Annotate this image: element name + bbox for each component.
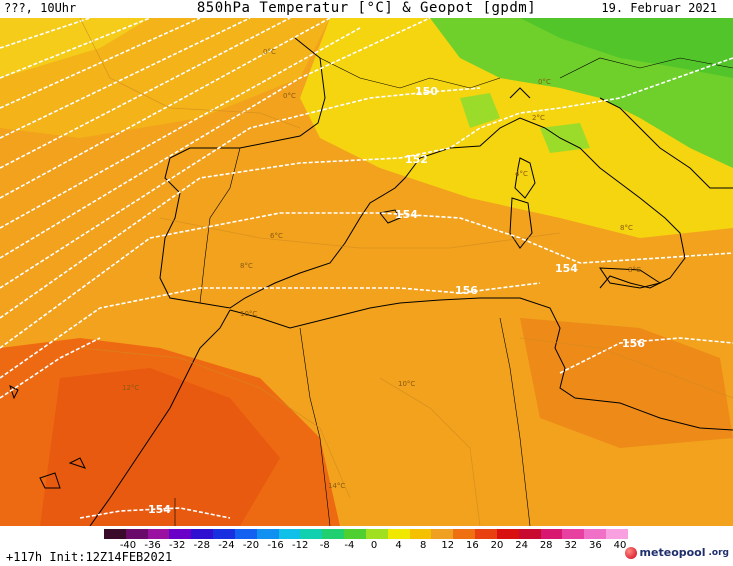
temperature-isolines <box>79 18 733 526</box>
colorbar-tick: -4 <box>344 540 355 551</box>
colorbar-swatch <box>234 529 257 539</box>
colorbar-swatch <box>409 529 432 539</box>
temp-label: 0°C <box>263 48 276 56</box>
geopot-label: 156 <box>622 337 645 350</box>
colorbar-tick: -28 <box>193 540 210 551</box>
colorbar-tick: -16 <box>267 540 284 551</box>
colorbar-swatch <box>322 529 345 539</box>
temp-label: 14°C <box>328 482 345 490</box>
colorbar-ticks: -40 -36 -32 -28 -24 -20 -16 -12 -8 -4 0 4 8 12 16 20 24 2… <box>0 540 733 552</box>
map-svg: 150 152 154 154 156 156 154 0°C 0°C 6°C … <box>0 18 733 526</box>
header-bar: ???, 10Uhr 850hPa Temperatur [°C] & Geop… <box>0 0 733 18</box>
colorbar-tick: 0 <box>370 540 378 551</box>
colorbar-swatch <box>278 529 301 539</box>
colorbar-tick: -20 <box>242 540 260 551</box>
map-title: 850hPa Temperatur [°C] & Geopot [gpdm] <box>196 0 537 16</box>
temp-label: 0°C <box>538 78 551 86</box>
colorbar-tick: -24 <box>218 540 235 551</box>
colorbar-swatch <box>169 529 192 539</box>
colorbar-tick: 32 <box>564 540 578 551</box>
date-label: 19. Februar 2021 <box>601 1 717 15</box>
temp-label: 6°C <box>270 232 283 240</box>
colorbar-swatch <box>496 529 519 539</box>
geopot-label: 154 <box>555 262 578 275</box>
colorbar-swatch <box>256 529 279 539</box>
brand-icon <box>624 546 637 559</box>
country-borders <box>174 57 733 526</box>
colorbar-swatch <box>475 529 497 539</box>
colorbar-tick: 40 <box>613 540 627 551</box>
colorbar-tick: 8 <box>420 540 427 551</box>
colorbar <box>104 529 628 539</box>
hot-zone-core <box>40 368 280 526</box>
geopot-label: 154 <box>148 503 171 516</box>
weather-map: 150 152 154 154 156 156 154 0°C 0°C 6°C … <box>0 18 733 526</box>
colorbar-tick: 24 <box>515 540 528 551</box>
colorbar-tick: -32 <box>169 540 186 551</box>
geopot-label: 156 <box>455 284 478 297</box>
geopot-label: 150 <box>415 85 438 98</box>
colorbar-tick: 20 <box>490 540 504 551</box>
colorbar-tick: 28 <box>539 540 553 551</box>
green-patch-2 <box>540 123 590 153</box>
temp-label: 10°C <box>398 380 415 388</box>
init-label: +117h Init:12Z14FEB2021 <box>6 550 173 564</box>
colorbar-swatch <box>453 529 476 539</box>
temp-label: 8°C <box>620 224 633 232</box>
colorbar-swatch <box>213 529 235 539</box>
brand-name: meteopool <box>639 546 706 559</box>
temp-label: 4°C <box>515 170 528 178</box>
temp-label: 10°C <box>240 310 257 318</box>
temp-label: 8°C <box>240 262 253 270</box>
colorbar-swatch <box>540 529 563 539</box>
colorbar-swatch <box>147 529 170 539</box>
geopot-label: 154 <box>395 208 418 221</box>
colorbar-tick: -8 <box>319 540 330 551</box>
colorbar-tick: 4 <box>395 540 402 551</box>
colorbar-swatch <box>344 529 366 539</box>
colorbar-swatch <box>518 529 541 539</box>
colorbar-tick: 16 <box>466 540 479 551</box>
colorbar-swatch <box>300 529 323 539</box>
geopot-label: 152 <box>405 153 428 166</box>
brand-tld: .org <box>708 547 729 558</box>
temp-label: 2°C <box>532 114 545 122</box>
colorbar-swatch <box>387 529 410 539</box>
warm-zone-east <box>520 318 733 448</box>
colorbar-tick: -36 <box>144 540 161 551</box>
temp-label: 0°C <box>283 92 296 100</box>
temp-label: 8°C <box>628 266 641 274</box>
colorbar-swatch <box>584 529 607 539</box>
green-patch <box>460 93 500 128</box>
colorbar-tick: -40 <box>119 540 137 551</box>
colorbar-tick: -12 <box>292 540 309 551</box>
colorbar-swatch <box>562 529 585 539</box>
green-zone-dark <box>520 18 733 78</box>
run-label: ???, 10Uhr <box>4 1 77 15</box>
colorbar-swatch <box>191 529 214 539</box>
geopotential-isolines <box>0 18 733 519</box>
colorbar-swatch <box>365 529 388 539</box>
colorbar-swatch <box>104 529 126 539</box>
brand-logo[interactable]: meteopool .org <box>624 546 729 559</box>
temp-label: 12°C <box>122 384 139 392</box>
colorbar-tick: 36 <box>589 540 602 551</box>
colorbar-tick: 12 <box>441 540 455 551</box>
colorbar-swatch <box>125 529 148 539</box>
colorbar-swatch <box>431 529 454 539</box>
legend: -40 -36 -32 -28 -24 -20 -16 -12 -8 -4 0 4 8 12 16 20 24 2… <box>0 526 733 566</box>
colorbar-swatch <box>606 529 628 539</box>
